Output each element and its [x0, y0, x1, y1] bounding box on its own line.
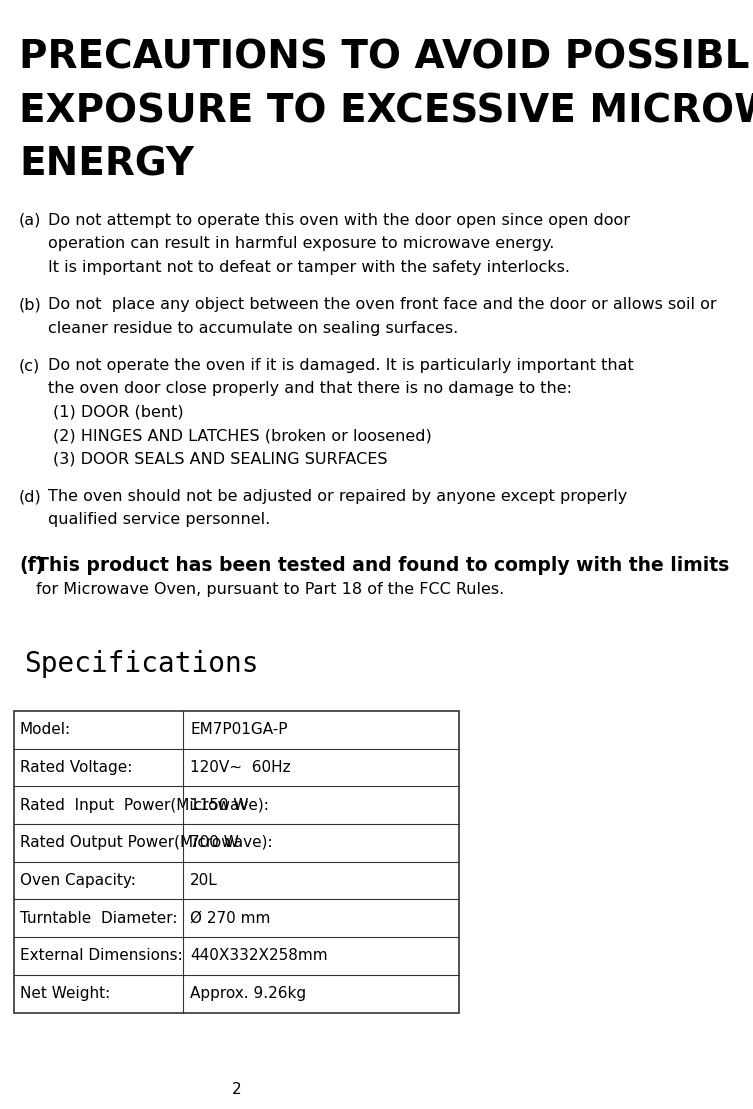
- Text: (d): (d): [19, 489, 41, 505]
- Text: Ø 270 mm: Ø 270 mm: [191, 910, 270, 926]
- Text: This product has been tested and found to comply with the limits: This product has been tested and found t…: [36, 556, 729, 574]
- Text: the oven door close properly and that there is no damage to the:: the oven door close properly and that th…: [48, 381, 572, 397]
- Text: Specifications: Specifications: [23, 650, 258, 678]
- Text: Model:: Model:: [20, 722, 71, 737]
- Text: External Dimensions:: External Dimensions:: [20, 948, 183, 964]
- Text: EM7P01GA-P: EM7P01GA-P: [191, 722, 288, 737]
- Text: Rated Voltage:: Rated Voltage:: [20, 760, 133, 775]
- Text: (a): (a): [19, 213, 41, 228]
- Text: for Microwave Oven, pursuant to Part 18 of the FCC Rules.: for Microwave Oven, pursuant to Part 18 …: [36, 582, 505, 598]
- Text: (1) DOOR (bent): (1) DOOR (bent): [53, 405, 184, 420]
- Text: 2: 2: [232, 1081, 241, 1097]
- Text: 440X332X258mm: 440X332X258mm: [191, 948, 328, 964]
- Text: EXPOSURE TO EXCESSIVE MICROWAVE: EXPOSURE TO EXCESSIVE MICROWAVE: [19, 92, 753, 130]
- Text: qualified service personnel.: qualified service personnel.: [48, 512, 270, 528]
- Text: cleaner residue to accumulate on sealing surfaces.: cleaner residue to accumulate on sealing…: [48, 321, 459, 336]
- Text: Rated Output Power(Microwave):: Rated Output Power(Microwave):: [20, 835, 273, 851]
- Text: (2) HINGES AND LATCHES (broken or loosened): (2) HINGES AND LATCHES (broken or loosen…: [53, 428, 431, 444]
- Text: It is important not to defeat or tamper with the safety interlocks.: It is important not to defeat or tamper …: [48, 260, 570, 275]
- Bar: [14, 711, 459, 1013]
- Text: Do not attempt to operate this oven with the door open since open door: Do not attempt to operate this oven with…: [48, 213, 630, 228]
- Text: 120V~  60Hz: 120V~ 60Hz: [191, 760, 291, 775]
- Text: (b): (b): [19, 297, 41, 313]
- Text: Rated  Input  Power(Microwave):: Rated Input Power(Microwave):: [20, 797, 269, 813]
- Text: 1150 W: 1150 W: [191, 797, 248, 813]
- Text: 20L: 20L: [191, 873, 218, 888]
- Text: ENERGY: ENERGY: [19, 145, 194, 183]
- Text: operation can result in harmful exposure to microwave energy.: operation can result in harmful exposure…: [48, 236, 555, 252]
- Text: The oven should not be adjusted or repaired by anyone except properly: The oven should not be adjusted or repai…: [48, 489, 627, 505]
- Text: Do not  place any object between the oven front face and the door or allows soil: Do not place any object between the oven…: [48, 297, 717, 313]
- Text: (f): (f): [19, 556, 44, 574]
- Text: (c): (c): [19, 358, 40, 374]
- Text: Net Weight:: Net Weight:: [20, 986, 110, 1001]
- Text: Turntable  Diameter:: Turntable Diameter:: [20, 910, 178, 926]
- Text: (3) DOOR SEALS AND SEALING SURFACES: (3) DOOR SEALS AND SEALING SURFACES: [53, 451, 388, 467]
- Text: 700 W: 700 W: [191, 835, 239, 851]
- Text: Do not operate the oven if it is damaged. It is particularly important that: Do not operate the oven if it is damaged…: [48, 358, 634, 374]
- Text: PRECAUTIONS TO AVOID POSSIBLE: PRECAUTIONS TO AVOID POSSIBLE: [19, 39, 753, 77]
- Text: Approx. 9.26kg: Approx. 9.26kg: [191, 986, 306, 1001]
- Text: Oven Capacity:: Oven Capacity:: [20, 873, 136, 888]
